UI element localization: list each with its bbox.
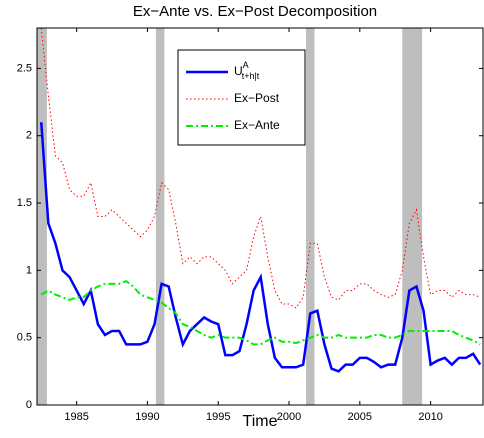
x-tick-label: 1990 [135, 411, 159, 423]
recession-band [155, 28, 165, 405]
x-axis-label: Time [243, 413, 278, 430]
series-line [40, 279, 481, 346]
recession-band [402, 28, 423, 405]
legend-sup: A [243, 60, 249, 70]
legend-label: Ex−Post [234, 91, 280, 105]
x-tick-label: 2000 [277, 411, 301, 423]
x-tick-label: 2010 [418, 411, 442, 423]
y-tick-label: 1.5 [17, 197, 32, 209]
chart-title: Ex−Ante vs. Ex−Post Decomposition [133, 3, 377, 20]
y-tick-label: 2 [26, 130, 32, 142]
recession-band [306, 28, 315, 405]
legend-sub: t+h|t [242, 71, 260, 81]
legend-box [177, 49, 306, 146]
legend-label: Ex−Ante [234, 118, 280, 132]
y-tick-label: 0.5 [17, 332, 32, 344]
legend-name: Ex−Ante [234, 118, 280, 132]
series-line [40, 28, 481, 309]
series-line [40, 122, 482, 373]
legend-label: UA t+h|t [234, 60, 260, 81]
x-tick-label: 2005 [348, 411, 372, 423]
y-tick-label: 1 [26, 264, 32, 276]
recession-band [37, 28, 47, 405]
x-tick-label: 1995 [206, 411, 230, 423]
y-tick-label: 2.5 [17, 62, 32, 74]
axes-box [36, 27, 484, 406]
x-tick-label: 1985 [64, 411, 88, 423]
legend-name: U [234, 64, 243, 78]
y-tick-label: 0 [26, 399, 32, 411]
legend-name: Ex−Post [234, 91, 280, 105]
